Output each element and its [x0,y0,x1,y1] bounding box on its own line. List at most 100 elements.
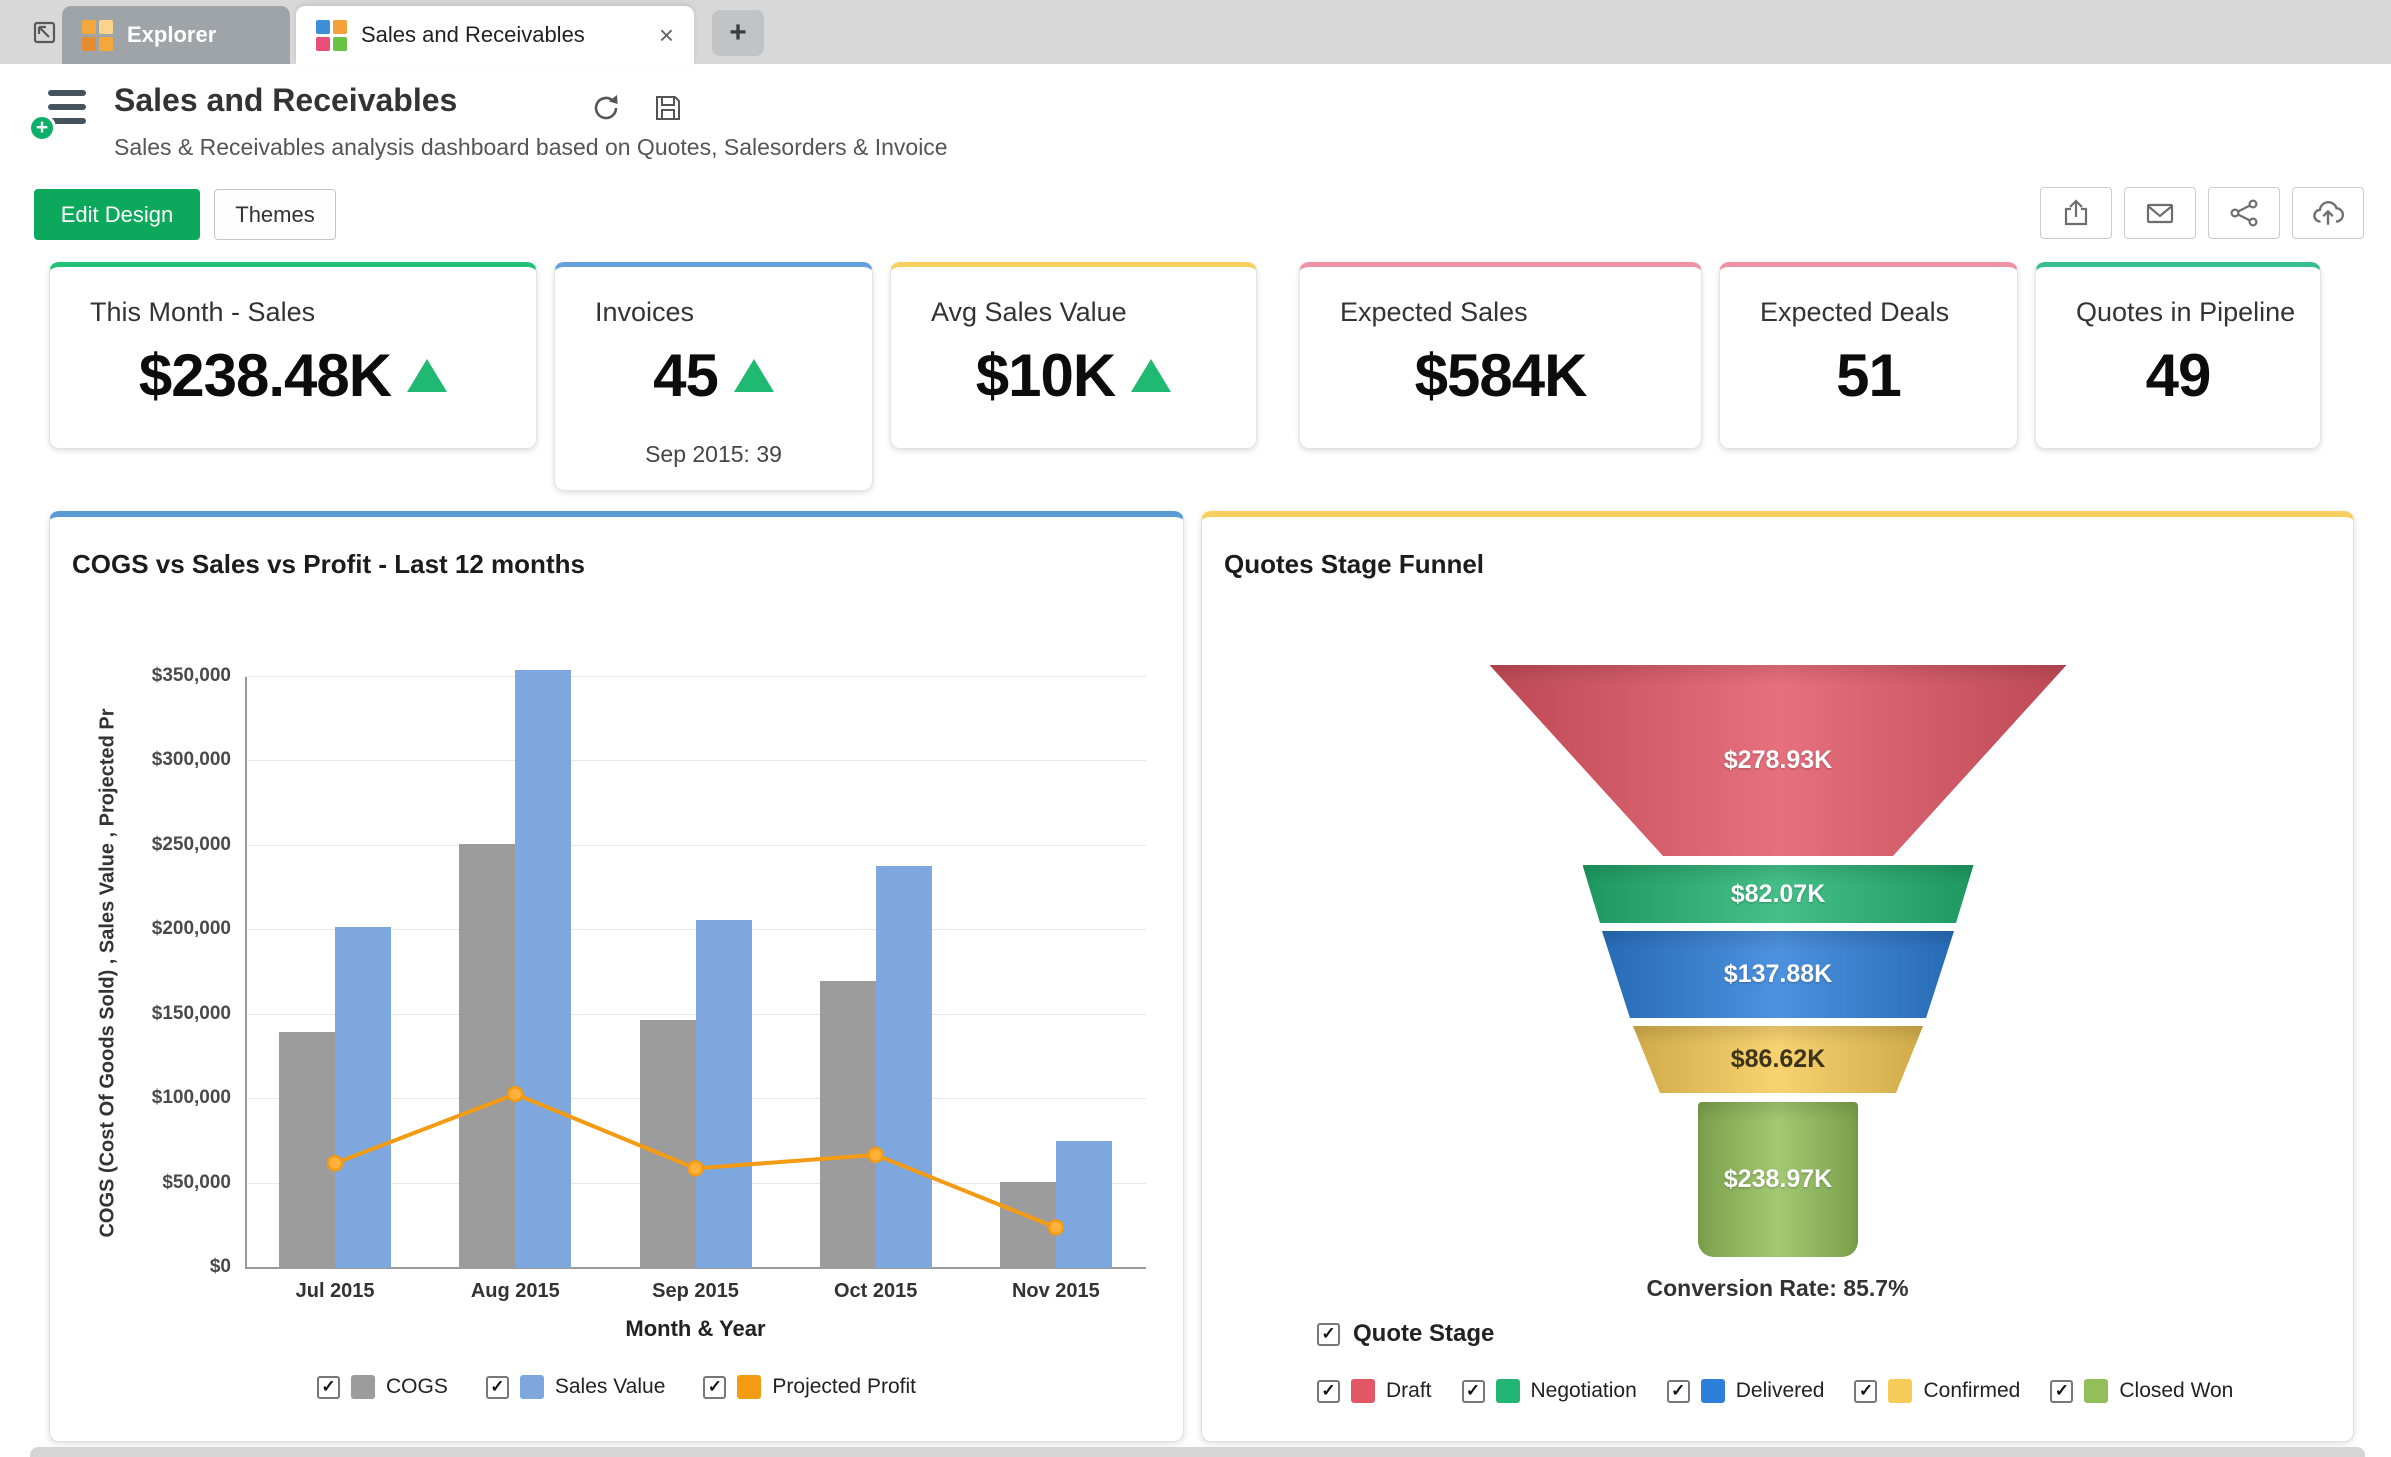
y-tick-label: $50,000 [162,1171,231,1193]
bar-sales-value-sep-2015[interactable] [695,920,752,1268]
tab-bar: Explorer Sales and Receivables × + [0,0,2391,64]
checkbox[interactable]: ✓ [2050,1379,2074,1403]
quotes-funnel-panel: Quotes Stage Funnel $278.93K $82.07K $137.… [1201,511,2354,1442]
legend-item-confirmed[interactable]: ✓ Confirmed [1854,1379,2020,1403]
bar-cogs-oct-2015[interactable] [819,980,876,1268]
refresh-button[interactable] [590,92,622,129]
gridline [245,676,1146,677]
kpi-value: $10K [975,342,1116,409]
kpi-title: Expected Sales [1340,297,1528,327]
kpi-card-invoices[interactable]: Invoices 45 Sep 2015: 39 [554,262,873,491]
y-tick-label: $100,000 [151,1087,231,1109]
x-axis-label: Month & Year [625,1316,766,1341]
share-button[interactable] [2208,187,2280,239]
y-tick-label: $300,000 [151,749,231,771]
save-button[interactable] [652,92,684,129]
funnel-stage-negotiation[interactable]: $82.07K [1582,865,1974,923]
funnel-stage-delivered[interactable]: $137.88K [1602,931,1954,1018]
checkbox[interactable]: ✓ [703,1375,727,1399]
y-tick-label: $350,000 [151,665,231,686]
checkbox[interactable]: ✓ [485,1375,509,1399]
legend-item-closed-won[interactable]: ✓ Closed Won [2050,1379,2233,1403]
x-tick-label: Jul 2015 [295,1280,375,1302]
funnel-value: $86.62K [1730,1045,1826,1073]
checkbox[interactable]: ✓ [317,1375,341,1399]
bar-cogs-jul-2015[interactable] [279,1031,336,1268]
legend-item-cogs[interactable]: ✓ COGS [317,1375,448,1399]
legend-item-draft[interactable]: ✓ Draft [1317,1379,1432,1403]
kpi-title: Avg Sales Value [931,297,1127,327]
y-tick-label: $250,000 [151,833,231,855]
kpi-note: Sep 2015: 39 [645,441,782,467]
x-tick-label: Nov 2015 [1011,1280,1100,1302]
conversion-rate: Conversion Rate: 85.7% [1646,1275,1909,1301]
new-tab-button[interactable]: + [712,10,764,56]
legend-swatch [1888,1379,1913,1403]
dashboard-grid-icon [316,19,347,51]
bar-cogs-nov-2015[interactable] [999,1181,1056,1268]
legend-label: Draft [1386,1379,1432,1402]
gridline [245,844,1146,846]
kpi-card-quotes-in-pipeline[interactable]: Quotes in Pipeline 49 [2035,262,2321,449]
edit-design-button[interactable]: Edit Design [34,189,200,240]
x-tick-label: Sep 2015 [652,1280,739,1302]
tab-active-label: Sales and Receivables [361,22,585,47]
funnel-stage-closed-won[interactable]: $238.97K [1698,1102,1858,1257]
export-button[interactable] [2040,187,2112,239]
bar-cogs-sep-2015[interactable] [639,1019,696,1268]
bar-sales-value-jul-2015[interactable] [335,926,392,1268]
kpi-card-avg-sales-value[interactable]: Avg Sales Value $10K [890,262,1257,449]
legend-label: Projected Profit [772,1375,916,1398]
x-tick-label: Aug 2015 [470,1280,560,1302]
kpi-value: 51 [1836,342,1902,409]
bar-sales-value-aug-2015[interactable] [515,670,572,1268]
tab-sales-receivables[interactable]: Sales and Receivables × [296,6,694,64]
quote-stage-filter: ✓ Quote Stage [1317,1320,1494,1348]
legend-swatch [1351,1379,1375,1403]
checkbox[interactable]: ✓ [1461,1379,1485,1403]
checkbox[interactable]: ✓ [1854,1379,1878,1403]
kpi-row: This Month - Sales $238.48K Invoices 45 Sep … [49,262,2321,491]
cloud-upload-button[interactable] [2292,187,2364,239]
legend-item-delivered[interactable]: ✓ Delivered [1666,1379,1824,1403]
kpi-value: 49 [2145,342,2212,409]
bar-cogs-aug-2015[interactable] [459,844,516,1268]
legend-item-sales-value[interactable]: ✓ Sales Value [485,1375,665,1399]
tab-explorer[interactable]: Explorer [62,6,290,64]
bar-sales-value-nov-2015[interactable] [1055,1141,1112,1268]
y-axis-label: COGS (Cost Of Goods Sold) , Sales Value … [96,707,119,1238]
kpi-card-expected-sales[interactable]: Expected Sales $584K [1299,262,1702,449]
kpi-card-expected-deals[interactable]: Expected Deals 51 [1719,262,2018,449]
y-tick-label: $150,000 [151,1002,231,1024]
cloud-upload-icon [2313,201,2345,225]
legend-item-projected-profit[interactable]: ✓ Projected Profit [703,1375,916,1399]
bar-sales-value-oct-2015[interactable] [875,866,932,1268]
email-button[interactable] [2124,187,2196,239]
trend-up-icon [733,359,774,392]
legend-label: Negotiation [1530,1379,1637,1402]
kpi-title: Quotes in Pipeline [2076,297,2296,327]
kpi-value: 45 [653,342,719,409]
checkbox[interactable]: ✓ [1317,1379,1340,1403]
trend-up-icon [407,359,448,392]
bar-line-chart: $0 $50,000 $100,000 $150,000 $200,000 $250,00… [50,517,1183,1441]
quote-stage-checkbox[interactable]: ✓ [1317,1322,1340,1346]
legend-swatch [737,1375,762,1399]
funnel-stage-confirmed[interactable]: $86.62K [1633,1026,1923,1093]
add-badge-icon: + [28,114,56,142]
legend-label: COGS [386,1375,448,1398]
themes-button[interactable]: Themes [214,189,336,240]
legend-label: Confirmed [1923,1379,2021,1402]
export-icon [2064,199,2088,226]
collapse-panel-button[interactable] [28,16,60,48]
page-title: Sales and Receivables [114,82,458,118]
funnel-value: $238.97K [1723,1165,1833,1193]
funnel-value: $137.88K [1723,960,1833,988]
legend-swatch [519,1375,544,1399]
legend-item-negotiation[interactable]: ✓ Negotiation [1461,1379,1637,1403]
kpi-card-this-month---sales[interactable]: This Month - Sales $238.48K [49,262,537,449]
funnel-stage-draft[interactable]: $278.93K [1489,665,2067,856]
kpi-title: This Month - Sales [90,297,316,327]
checkbox[interactable]: ✓ [1666,1379,1690,1403]
close-tab-icon[interactable]: × [658,20,674,50]
